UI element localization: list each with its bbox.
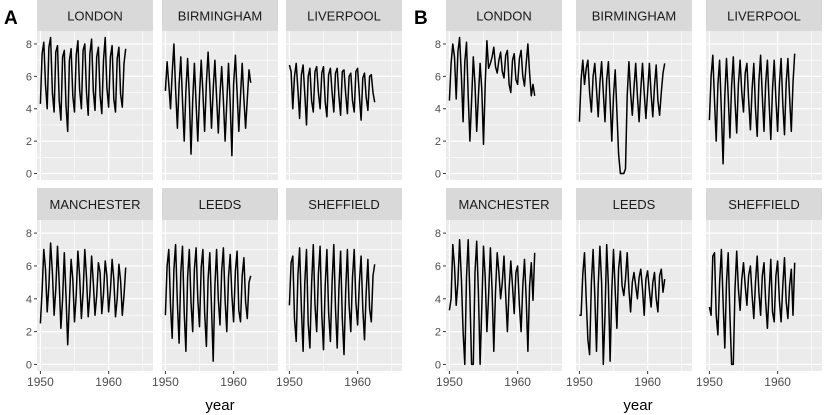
series-line [288, 243, 376, 356]
x-tick-label: 1950 [276, 375, 303, 389]
y-tick-label: 8 [435, 228, 441, 240]
y-tick-label: 2 [26, 327, 32, 339]
series-line [448, 36, 536, 146]
y-tick-label: 0 [435, 359, 441, 371]
series-line [164, 243, 252, 362]
facet-manchester: MANCHESTER 0 2 4 6 8 1950 1960 [26, 188, 153, 389]
y-tick-label: 4 [26, 294, 32, 306]
series-line [708, 53, 796, 165]
facet-strip-label: MANCHESTER [49, 197, 140, 212]
y-tick-label: 4 [435, 104, 441, 116]
x-tick-label: 1950 [436, 375, 463, 389]
facet-liverpool: LIVERPOOL [706, 0, 822, 180]
facet-sheffield: SHEFFIELD 1950 1960 [276, 188, 402, 389]
facet-strip-label: SHEFFIELD [308, 197, 380, 212]
facet-strip-label: SHEFFIELD [728, 197, 800, 212]
facet-strip [446, 188, 562, 220]
y-tick-label: 2 [26, 136, 32, 148]
panel-a: A year LONDON 0 2 4 6 8 BIRMINGHAM LIVERPOOL MAN… [4, 0, 402, 414]
panel-b-x-axis-title: year [623, 397, 652, 414]
y-tick-label: 6 [435, 261, 441, 273]
facet-strip [706, 0, 822, 31]
facet-strip-label: BIRMINGHAM [178, 9, 263, 24]
facet-strip-label: LEEDS [613, 197, 656, 212]
y-tick-label: 8 [26, 39, 32, 51]
x-tick-label: 1960 [634, 375, 661, 389]
x-tick-label: 1950 [566, 375, 593, 389]
y-tick-label: 6 [435, 71, 441, 83]
facet-strip [576, 188, 692, 220]
plot-background [286, 31, 402, 180]
y-tick-label: 4 [435, 294, 441, 306]
series-line [39, 36, 127, 133]
x-tick-label: 1950 [696, 375, 723, 389]
series-line [288, 62, 376, 126]
facet-birmingham: BIRMINGHAM [162, 0, 278, 180]
y-tick-label: 2 [435, 327, 441, 339]
panel-a-x-axis-title: year [205, 397, 234, 414]
facet-strip [446, 0, 562, 31]
facet-london: LONDON 0 2 4 6 8 [26, 0, 153, 181]
series-line [579, 243, 666, 366]
facet-leeds: LEEDS 1950 1960 [152, 188, 278, 389]
y-tick-label: 2 [435, 136, 441, 148]
facet-london: LONDON 0 2 4 6 8 [435, 0, 562, 181]
plot-background [706, 31, 822, 180]
facet-strip [37, 0, 153, 31]
facet-strip-label: BIRMINGHAM [592, 9, 677, 24]
facet-strip [286, 188, 402, 220]
facet-strip-label: LONDON [476, 9, 532, 24]
series-line [708, 248, 796, 366]
y-tick-label: 4 [26, 104, 32, 116]
x-tick-label: 1960 [220, 375, 247, 389]
y-tick-label: 0 [26, 359, 32, 371]
facet-manchester: MANCHESTER 0 2 4 6 8 1950 1960 [435, 188, 562, 389]
facet-strip [286, 0, 402, 31]
y-tick-label: 0 [435, 169, 441, 181]
facet-strip-label: MANCHESTER [458, 197, 549, 212]
facet-strip [162, 0, 278, 31]
facet-strip-label: LIVERPOOL [307, 9, 381, 24]
x-tick-label: 1960 [344, 375, 371, 389]
facet-strip [576, 0, 692, 31]
panel-b: B year LONDON 0 2 4 6 8 BIRMINGHAM LIVERPOOL MAN… [414, 0, 822, 414]
plot-background [576, 220, 692, 371]
facet-birmingham: BIRMINGHAM [576, 0, 692, 180]
series-line [448, 238, 536, 366]
x-tick-label: 1960 [764, 375, 791, 389]
facet-strip [37, 188, 153, 220]
facet-strip [706, 188, 822, 220]
x-tick-label: 1950 [152, 375, 179, 389]
facet-sheffield: SHEFFIELD 1950 1960 [696, 188, 822, 389]
series-line [39, 242, 127, 346]
y-tick-label: 6 [26, 261, 32, 273]
series-line [578, 59, 666, 175]
facet-strip-label: LONDON [67, 9, 123, 24]
facet-strip [162, 188, 278, 220]
series-line [164, 43, 252, 157]
facet-strip-label: LEEDS [199, 197, 242, 212]
panel-b-label: B [414, 8, 428, 29]
y-tick-label: 6 [26, 71, 32, 83]
facet-leeds: LEEDS 1950 1960 [566, 188, 692, 389]
plot-background [37, 220, 153, 371]
x-tick-label: 1960 [95, 375, 122, 389]
y-tick-label: 0 [26, 169, 32, 181]
y-tick-label: 8 [435, 39, 441, 51]
plot-background [576, 31, 692, 180]
x-tick-label: 1960 [504, 375, 531, 389]
facet-strip-label: LIVERPOOL [727, 9, 801, 24]
y-tick-label: 8 [26, 228, 32, 240]
x-tick-label: 1950 [27, 375, 54, 389]
plot-background [162, 220, 278, 371]
panel-a-label: A [4, 8, 18, 29]
facet-liverpool: LIVERPOOL [286, 0, 402, 180]
